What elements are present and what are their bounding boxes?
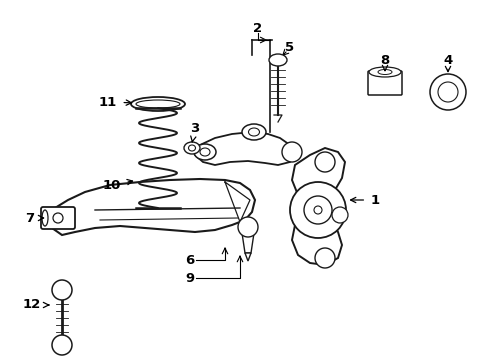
Text: 10: 10: [102, 179, 132, 192]
Ellipse shape: [268, 54, 286, 66]
Ellipse shape: [183, 142, 200, 154]
Text: 7: 7: [25, 212, 43, 225]
Circle shape: [331, 207, 347, 223]
Ellipse shape: [42, 210, 48, 226]
Polygon shape: [244, 253, 250, 261]
Circle shape: [52, 280, 72, 300]
FancyBboxPatch shape: [367, 71, 401, 95]
Text: 1: 1: [350, 194, 379, 207]
Text: 8: 8: [380, 54, 389, 71]
Circle shape: [52, 335, 72, 355]
Ellipse shape: [188, 145, 195, 151]
Polygon shape: [291, 148, 345, 265]
Ellipse shape: [368, 67, 400, 77]
Ellipse shape: [194, 144, 216, 160]
FancyBboxPatch shape: [41, 207, 75, 229]
Circle shape: [282, 142, 302, 162]
Text: 9: 9: [185, 271, 194, 284]
Circle shape: [314, 248, 334, 268]
Polygon shape: [195, 132, 294, 165]
Ellipse shape: [200, 148, 209, 156]
Circle shape: [313, 206, 321, 214]
Circle shape: [429, 74, 465, 110]
Ellipse shape: [377, 69, 391, 75]
Ellipse shape: [248, 128, 259, 136]
Text: 12: 12: [23, 298, 49, 311]
Text: 11: 11: [99, 95, 131, 108]
Text: 2: 2: [253, 22, 262, 35]
Circle shape: [289, 182, 346, 238]
Text: 4: 4: [443, 54, 452, 72]
Ellipse shape: [53, 213, 63, 223]
Text: 6: 6: [185, 253, 194, 266]
Circle shape: [314, 152, 334, 172]
Polygon shape: [50, 179, 254, 235]
Circle shape: [238, 217, 258, 237]
Circle shape: [437, 82, 457, 102]
Text: 5: 5: [285, 41, 294, 54]
Polygon shape: [242, 233, 253, 253]
Circle shape: [304, 196, 331, 224]
Text: 3: 3: [190, 122, 199, 142]
Ellipse shape: [242, 124, 265, 140]
